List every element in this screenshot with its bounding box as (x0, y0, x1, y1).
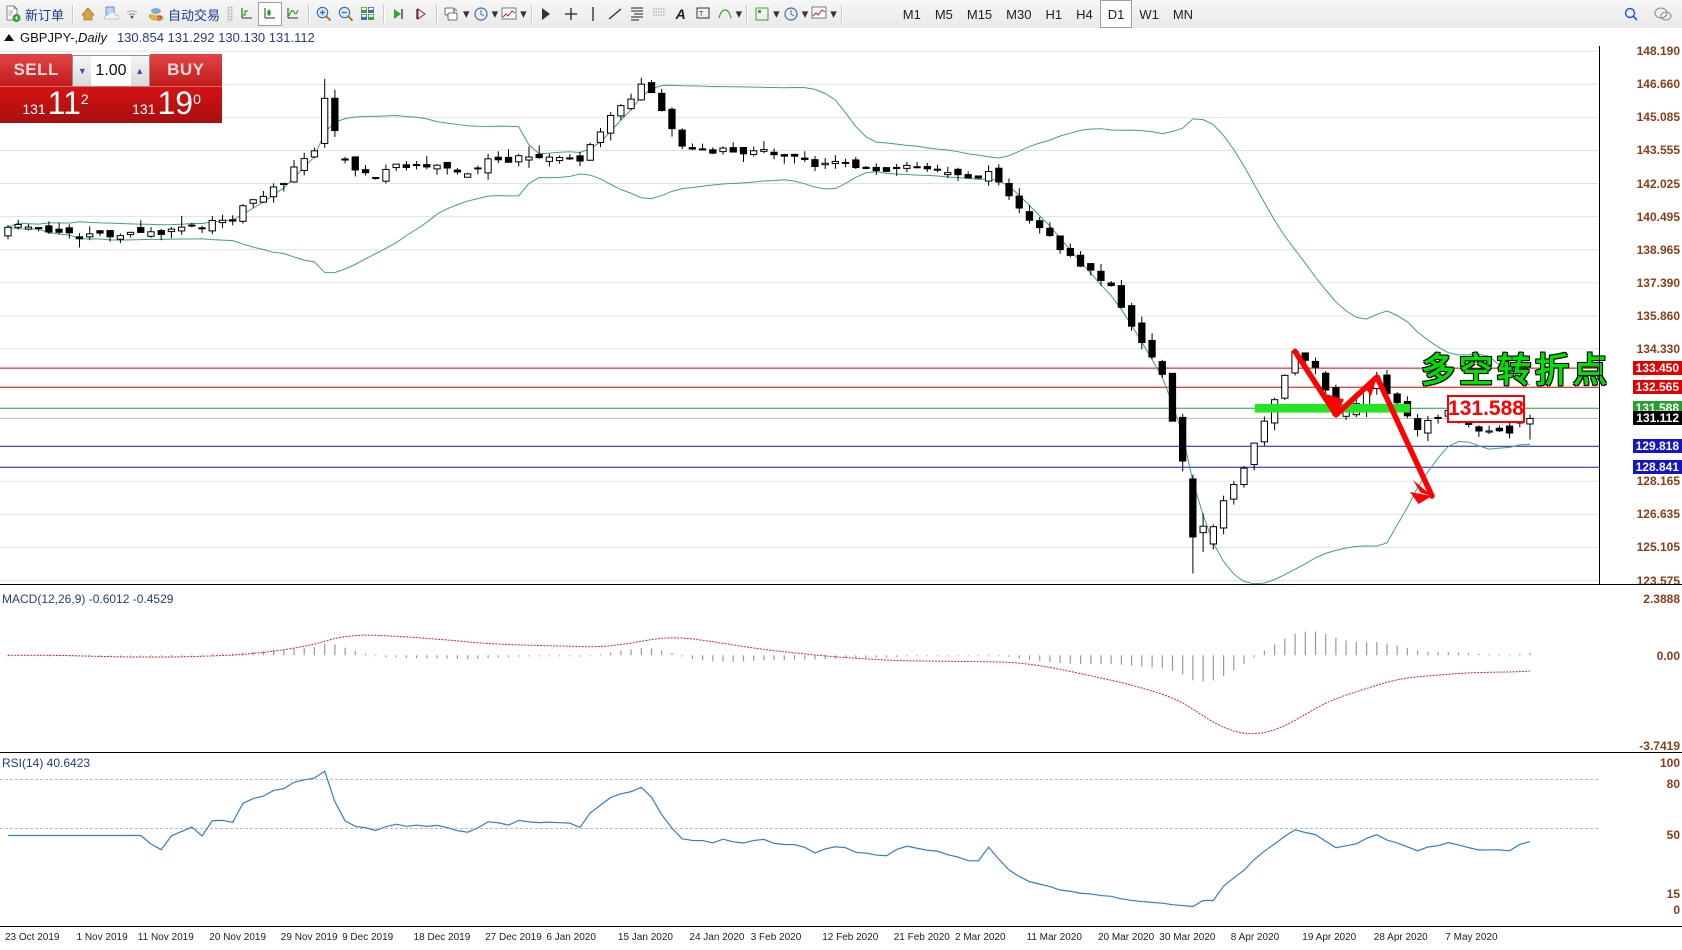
svg-text:T: T (699, 11, 704, 18)
